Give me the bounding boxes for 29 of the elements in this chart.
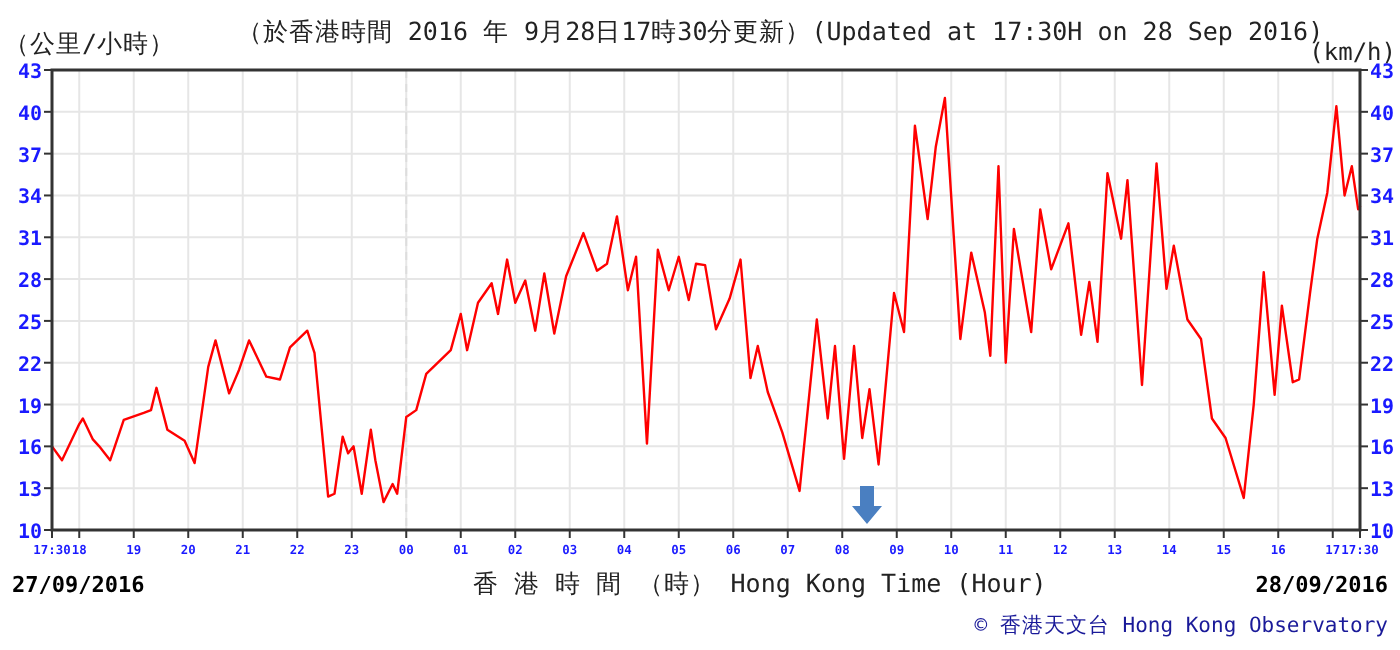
- y-axis-title: （公里/小時）: [4, 28, 176, 58]
- y2-tick-label: 13: [1370, 480, 1395, 503]
- y-tick-label: 31: [17, 229, 42, 252]
- y-tick-label: 34: [17, 187, 42, 210]
- y-tick-label: 10: [17, 522, 42, 544]
- y2-tick-label: 43: [1370, 62, 1395, 84]
- y2-tick-label: 19: [1370, 396, 1395, 419]
- y2-tick-label: 31: [1370, 229, 1395, 252]
- y-tick-label: 25: [17, 312, 42, 335]
- y2-tick-label: 34: [1370, 187, 1395, 210]
- y-tick-label: 40: [17, 103, 42, 126]
- y-tick-label: 22: [17, 354, 42, 377]
- y2-tick-label: 10: [1370, 522, 1395, 544]
- y2-tick-label: 37: [1370, 145, 1395, 168]
- y2-tick-label: 25: [1370, 312, 1395, 335]
- y-tick-label: 13: [17, 480, 42, 503]
- y-tick-label: 16: [17, 438, 42, 461]
- y-tick-label: 37: [17, 145, 42, 168]
- y2-tick-label: 16: [1370, 438, 1395, 461]
- text: © 香港天文台 Hong Kong Observatory: [974, 612, 1388, 638]
- text: 27/09/2016: [12, 572, 146, 598]
- y2-tick-label: 22: [1370, 354, 1395, 377]
- y2-tick-label: 40: [1370, 103, 1395, 126]
- text: 28/09/2016: [1255, 572, 1389, 598]
- y2-tick-label: 28: [1370, 271, 1395, 294]
- x-axis-title: 香 港 時 間 （時） Hong Kong Time (Hour): [473, 568, 1047, 598]
- y-tick-label: 28: [17, 271, 42, 294]
- y-tick-label: 43: [17, 62, 42, 84]
- y-tick-label: 19: [17, 396, 42, 419]
